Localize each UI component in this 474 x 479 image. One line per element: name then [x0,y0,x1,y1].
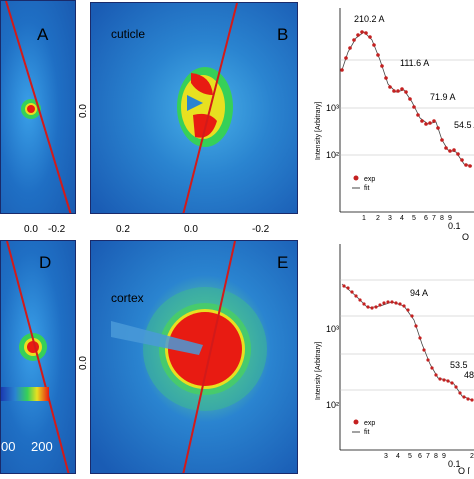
svg-text:9: 9 [448,215,452,222]
panel-d-xtick-2: -0.2 [48,224,66,235]
panel-f-xlabel: Q [ [458,466,471,474]
panel-f-plot: Intensity [Arbitrary] 10³ 10² [306,240,474,476]
colorbar [1,387,49,401]
panel-c-xtick-main: 0.1 [448,221,461,231]
svg-text:8: 8 [440,215,444,222]
panel-e-label: E [277,253,289,272]
panel-e-xtick-1: 0.2 [116,224,130,235]
panel-d-red-line [6,241,70,473]
panel-c-plot: Intensity [Arbitrary] 10³ 10² [306,0,474,242]
panel-d: D 00 200 [0,240,76,474]
panel-f-ytick-1000: 10³ [326,324,339,334]
panel-e: cortex E [90,240,298,474]
panel-f-legend-fit: fit [364,429,370,436]
panel-e-red-line [182,241,236,473]
panel-f-peak-2: 53.5 [450,360,468,370]
panel-a-scatter-image [1,1,75,213]
panel-b-label: B [277,25,289,44]
svg-text:7: 7 [432,215,436,222]
panel-c-peak-4: 54.5 A [454,120,474,130]
panel-f-svg: Intensity [Arbitrary] 10³ 10² [315,244,474,476]
panel-e-title: cortex [111,291,144,305]
panel-e-xtick-2: 0.0 [184,224,198,235]
svg-text:7: 7 [426,453,430,460]
svg-text:3: 3 [388,215,392,222]
panel-f-exp-points [342,284,474,402]
colorbar-tick-high: 200 [31,439,53,454]
panel-d-scatter-image [1,241,75,473]
panel-c-legend-fit: fit [364,185,370,192]
panel-f-peak-3: 48 [464,370,474,380]
panel-b-y-tick: 0.0 [78,104,89,118]
svg-text:2: 2 [470,453,474,460]
panel-c-frame [339,8,474,213]
panel-c-peak-3: 71.9 A [430,92,456,102]
panel-f-peak-1: 94 A [410,288,428,298]
svg-text:4: 4 [396,453,400,460]
panel-a-red-line [5,1,72,213]
panel-c-legend-exp-marker [353,175,359,181]
svg-text:5: 5 [412,215,416,222]
panel-c-ytick-1000: 10³ [326,103,339,113]
panel-a-label: A [37,25,49,44]
panel-c-svg: Intensity [Arbitrary] 10³ 10² [315,8,474,242]
svg-text:1: 1 [362,215,366,222]
panel-e-scatter-image [91,241,297,473]
panel-f-xtick-main: 0.1 [448,459,461,469]
panel-f-ytick-100: 10² [326,400,339,410]
panel-b-red-line [182,3,238,213]
panel-b: cuticle B [90,2,298,214]
panel-e-xtick-3: -0.2 [252,224,270,235]
panel-c-peak-2: 111.6 A [400,58,429,68]
panel-f-frame [339,244,474,451]
panel-a: A [0,0,76,214]
colorbar-tick-low: 00 [1,439,16,454]
svg-text:6: 6 [418,453,422,460]
panel-b-title: cuticle [111,27,146,41]
panel-b-scatter-image [91,3,297,213]
panel-d-xtick-1: 0.0 [24,224,38,235]
panel-c-ylabel: Intensity [Arbitrary] [315,102,322,160]
panel-e-y-tick: 0.0 [78,356,89,370]
svg-text:3: 3 [384,453,388,460]
panel-f-legend-exp: exp [364,420,375,427]
svg-text:2: 2 [376,215,380,222]
panel-d-label: D [39,253,52,272]
panel-c-legend-exp: exp [364,176,375,183]
panel-c-ytick-100: 10² [326,150,339,160]
panel-f-legend-exp-marker [353,419,359,425]
svg-text:9: 9 [442,453,446,460]
svg-text:6: 6 [424,215,428,222]
panel-c-xlabel: Q [462,232,469,240]
panel-f-ylabel: Intensity [Arbitrary] [315,342,322,400]
svg-text:4: 4 [400,215,404,222]
svg-text:8: 8 [434,453,438,460]
svg-text:5: 5 [408,453,412,460]
panel-c-peak-1: 210.2 A [354,14,385,24]
panel-c-exp-points [340,30,472,168]
